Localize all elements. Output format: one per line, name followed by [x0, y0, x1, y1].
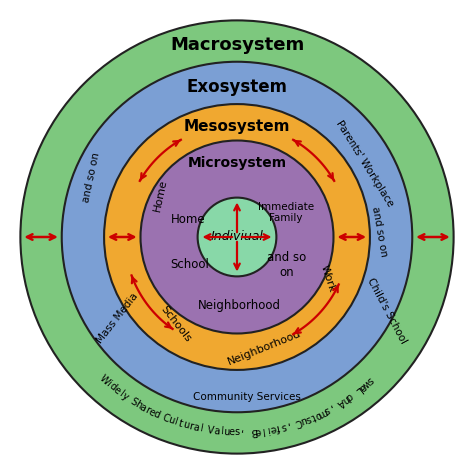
Text: s: s	[364, 375, 374, 385]
Text: l: l	[199, 423, 203, 434]
Text: B: B	[249, 426, 256, 437]
Text: Indiviual: Indiviual	[210, 230, 264, 244]
Text: s: s	[280, 421, 287, 432]
Text: a: a	[356, 381, 367, 393]
Text: d: d	[152, 409, 161, 420]
Text: t: t	[309, 411, 317, 422]
Text: r: r	[143, 405, 151, 415]
Text: u: u	[299, 415, 308, 426]
Text: and so on: and so on	[370, 206, 389, 258]
Text: L: L	[352, 384, 363, 396]
Text: s: s	[304, 413, 312, 424]
Text: i: i	[266, 424, 270, 435]
Circle shape	[20, 20, 454, 454]
Text: Home: Home	[152, 179, 169, 213]
Text: Exosystem: Exosystem	[186, 78, 288, 96]
Text: t: t	[177, 418, 184, 429]
Text: W: W	[98, 373, 111, 387]
Text: Child's School: Child's School	[365, 276, 408, 346]
Text: and so
on: and so on	[266, 251, 306, 279]
Text: u: u	[166, 415, 175, 426]
Text: y: y	[119, 391, 130, 402]
Circle shape	[62, 62, 412, 412]
Text: d: d	[107, 381, 118, 393]
Text: s: s	[235, 427, 239, 437]
Text: V: V	[207, 425, 215, 436]
Text: e: e	[269, 423, 277, 434]
Text: Schools: Schools	[159, 304, 193, 344]
Text: h: h	[133, 399, 143, 411]
Text: e: e	[228, 427, 235, 437]
Text: and so on: and so on	[81, 152, 101, 204]
Text: School: School	[170, 258, 209, 271]
Text: Neighborhood: Neighborhood	[226, 328, 303, 366]
Text: f: f	[275, 422, 281, 433]
Text: l: l	[219, 426, 223, 437]
Text: ,: ,	[285, 420, 291, 430]
Text: Community Services: Community Services	[193, 392, 301, 401]
Text: d: d	[344, 391, 355, 402]
Text: C: C	[161, 413, 171, 424]
Text: Mesosystem: Mesosystem	[184, 119, 290, 134]
Text: a: a	[213, 426, 220, 436]
Text: S: S	[128, 396, 139, 408]
Text: Macrosystem: Macrosystem	[170, 36, 304, 54]
Text: n: n	[339, 393, 350, 405]
Text: Microsystem: Microsystem	[187, 156, 287, 170]
Text: l: l	[117, 389, 125, 398]
Circle shape	[198, 198, 276, 276]
Text: Work: Work	[319, 264, 337, 293]
Text: Home: Home	[171, 213, 205, 226]
Text: a: a	[137, 401, 147, 413]
Text: Parents' Workplace: Parents' Workplace	[334, 118, 396, 208]
Text: u: u	[223, 427, 230, 437]
Text: ,: ,	[328, 402, 335, 413]
Text: ,: ,	[240, 427, 244, 437]
Text: a: a	[192, 422, 200, 433]
Text: w: w	[359, 377, 372, 390]
Text: l: l	[261, 425, 265, 435]
Text: e: e	[111, 384, 122, 396]
Text: s: s	[322, 404, 331, 416]
Text: Neighborhood: Neighborhood	[198, 300, 281, 312]
Text: C: C	[293, 416, 303, 428]
Text: i: i	[104, 379, 113, 388]
Text: m: m	[316, 406, 329, 419]
Text: l: l	[173, 417, 179, 427]
Text: A: A	[335, 396, 346, 408]
Circle shape	[104, 104, 370, 370]
Text: o: o	[313, 409, 322, 420]
Circle shape	[140, 140, 334, 334]
Text: u: u	[182, 419, 190, 431]
Text: e: e	[147, 407, 156, 418]
Text: Mass Media: Mass Media	[94, 291, 139, 345]
Text: Immediate
Family: Immediate Family	[258, 201, 314, 223]
Text: r: r	[188, 421, 194, 432]
Text: e: e	[254, 426, 261, 436]
